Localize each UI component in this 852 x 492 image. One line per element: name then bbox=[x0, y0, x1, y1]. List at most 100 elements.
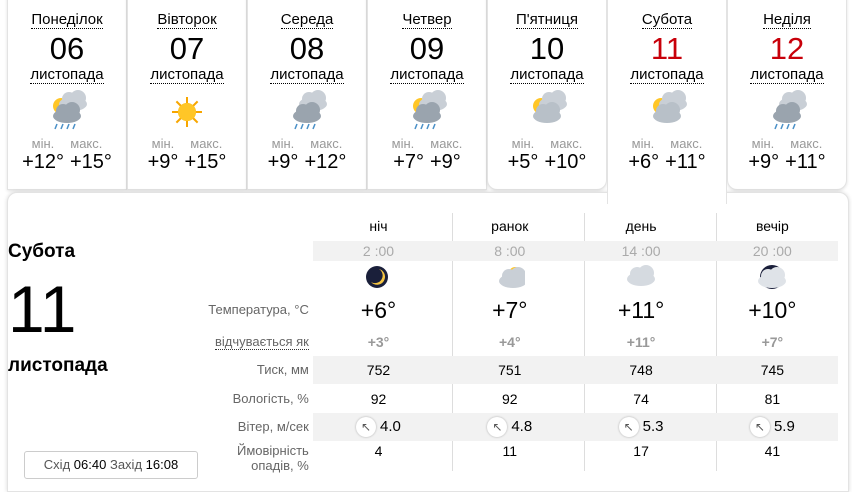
day-name[interactable]: Понеділок bbox=[31, 11, 103, 29]
sun-clouds-icon bbox=[488, 90, 606, 136]
precip-value: 17 bbox=[633, 443, 649, 459]
wind-speed: 4.8 bbox=[511, 418, 533, 435]
max-label: макс. bbox=[550, 136, 583, 151]
periods-value: вечір bbox=[755, 218, 789, 234]
wind-speed: 4.0 bbox=[380, 418, 401, 435]
sun-icon bbox=[128, 90, 246, 136]
min-label: мін. bbox=[31, 136, 55, 151]
sunrise-sunset: Схід 06:40 Захід 16:08 bbox=[24, 451, 198, 479]
day-name[interactable]: Середа bbox=[280, 11, 334, 29]
feels-row: відчувається як +3° +4° +11° +7° bbox=[198, 331, 838, 353]
wind-direction-icon: ↖ bbox=[487, 417, 508, 437]
feels-value: +3° bbox=[367, 334, 390, 350]
column-divider bbox=[584, 213, 585, 471]
humidity-value: 81 bbox=[764, 391, 781, 407]
min-label: мін. bbox=[151, 136, 175, 151]
detail-day-name: Субота bbox=[8, 241, 76, 262]
day-tab-0[interactable]: Понеділок 06 листопада мін. макс. +12° +15… bbox=[7, 0, 127, 190]
min-label: мін. bbox=[271, 136, 295, 151]
min-temp: +7° bbox=[393, 151, 424, 173]
min-temp: +12° bbox=[22, 151, 64, 173]
day-name[interactable]: П'ятниця bbox=[515, 11, 578, 29]
day-name[interactable]: Четвер bbox=[402, 11, 452, 29]
icons-row bbox=[198, 263, 838, 291]
wind-speed: 5.9 bbox=[773, 418, 795, 435]
pressure-value: 745 bbox=[760, 362, 785, 378]
day-month[interactable]: листопада bbox=[30, 66, 104, 84]
pressure-value: 752 bbox=[366, 362, 391, 378]
min-label: мін. bbox=[751, 136, 775, 151]
day-date: 09 bbox=[409, 31, 445, 66]
temp-value: +7° bbox=[492, 297, 528, 323]
feels-label[interactable]: відчувається як bbox=[214, 334, 309, 350]
precip-value: 11 bbox=[502, 443, 518, 459]
clouds-rain-icon bbox=[248, 90, 366, 136]
day-month[interactable]: листопада bbox=[390, 66, 464, 84]
min-temp: +6° bbox=[628, 151, 660, 173]
moon-icon bbox=[363, 266, 393, 295]
day-tab-3[interactable]: Четвер 09 листопада мін. макс. +7° +9° bbox=[367, 0, 487, 190]
day-tab-4[interactable]: П'ятниця 10 листопада мін. макс. +5° +10° bbox=[487, 0, 607, 190]
day-month[interactable]: листопада bbox=[270, 66, 344, 84]
min-temp: +9° bbox=[267, 151, 299, 173]
max-temp: +11° bbox=[785, 151, 826, 173]
detail-month: листопада bbox=[8, 355, 108, 376]
column-divider bbox=[716, 213, 717, 471]
day-tab-6[interactable]: Неділя 12 листопада мін. макс. +9° +11° bbox=[727, 0, 847, 190]
day-date: 11 bbox=[650, 31, 684, 66]
humidity-value: 74 bbox=[633, 391, 649, 407]
temp-value: +11° bbox=[617, 297, 665, 323]
feels-value: +11° bbox=[626, 334, 656, 350]
day-month[interactable]: листопада bbox=[750, 66, 824, 84]
pressure-value: 748 bbox=[629, 362, 653, 378]
cloud-icon bbox=[626, 265, 656, 295]
min-temp: +9° bbox=[147, 151, 179, 173]
max-label: макс. bbox=[310, 136, 343, 151]
max-label: макс. bbox=[790, 136, 823, 151]
day-tab-5[interactable]: Субота 11 листопада мін. макс. +6° +11° bbox=[607, 0, 727, 204]
column-divider bbox=[452, 213, 453, 471]
sunrise-time: 06:40 bbox=[73, 457, 107, 472]
min-label: мін. bbox=[631, 136, 655, 151]
max-label: макс. bbox=[670, 136, 703, 151]
times-value: 8 :00 bbox=[494, 243, 526, 259]
times-value: 20 :00 bbox=[752, 243, 792, 259]
pressure-value: 751 bbox=[498, 362, 522, 378]
sunrise-label: Схід bbox=[43, 457, 71, 472]
max-temp: +15° bbox=[184, 151, 227, 173]
temp-label: Температура, °C bbox=[208, 302, 309, 317]
precip-value: 41 bbox=[764, 443, 781, 459]
min-label: мін. bbox=[391, 136, 415, 151]
day-name[interactable]: Неділя bbox=[763, 11, 811, 29]
day-month[interactable]: листопада bbox=[510, 66, 584, 84]
temp-row: Температура, °C +6° +7° +11° +10° bbox=[198, 295, 838, 325]
day-date: 08 bbox=[289, 31, 325, 66]
feels-value: +4° bbox=[498, 334, 521, 350]
periods-value: ранок bbox=[491, 218, 529, 234]
day-date: 07 bbox=[169, 31, 205, 66]
periods-value: ніч bbox=[369, 218, 388, 234]
day-name[interactable]: Вівторок bbox=[157, 11, 217, 29]
times-value: 14 :00 bbox=[621, 243, 661, 259]
day-tab-1[interactable]: Вівторок 07 листопада мін. макс. +9° +15° bbox=[127, 0, 247, 190]
wind-direction-icon: ↖ bbox=[356, 417, 377, 437]
dark-cloud-icon bbox=[757, 265, 787, 295]
feels-value: +7° bbox=[761, 334, 784, 350]
times-row: 2 :00 8 :00 14 :00 20 :00 bbox=[198, 241, 839, 261]
max-temp: +12° bbox=[304, 151, 347, 173]
day-month[interactable]: листопада bbox=[630, 66, 704, 84]
day-month[interactable]: листопада bbox=[150, 66, 224, 84]
detail-date: 11 bbox=[8, 272, 77, 346]
precip-value: 4 bbox=[374, 443, 383, 459]
day-tab-2[interactable]: Середа 08 листопада мін. макс. +9° +12° bbox=[247, 0, 367, 190]
max-label: макс. bbox=[190, 136, 223, 151]
day-detail-panel: Субота 11 листопада Схід 06:40 Захід 16:… bbox=[7, 192, 849, 492]
temp-value: +6° bbox=[360, 297, 397, 323]
humidity-value: 92 bbox=[501, 391, 518, 407]
min-temp: +9° bbox=[748, 151, 780, 173]
times-value: 2 :00 bbox=[362, 243, 395, 259]
day-name[interactable]: Субота bbox=[641, 11, 693, 29]
humidity-value: 92 bbox=[370, 391, 387, 407]
wind-label: Вітер, м/сек bbox=[237, 419, 309, 434]
wind-speed: 5.3 bbox=[642, 418, 664, 435]
